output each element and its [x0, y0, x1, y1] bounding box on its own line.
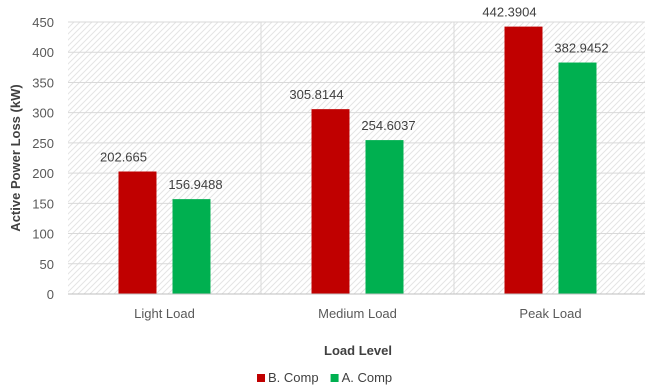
y-tick-label: 300 — [32, 106, 54, 121]
gridlines — [68, 21, 645, 294]
x-tick-label: Light Load — [134, 306, 195, 321]
y-tick-label: 150 — [32, 196, 54, 211]
data-label: 382.9452 — [554, 41, 608, 56]
bar — [172, 199, 211, 294]
y-tick-label: 350 — [32, 75, 54, 90]
x-tick-label: Peak Load — [519, 306, 581, 321]
y-tick-label: 200 — [32, 166, 54, 181]
data-label: 254.6037 — [361, 118, 415, 133]
legend-label: A. Comp — [342, 370, 393, 385]
bar — [504, 26, 543, 295]
y-tick-label: 400 — [32, 45, 54, 60]
data-label: 202.665 — [100, 150, 147, 165]
x-axis-title: Load Level — [324, 343, 392, 358]
legend-swatch — [257, 374, 265, 382]
y-tick-label: 250 — [32, 136, 54, 151]
data-label: 156.9488 — [168, 177, 222, 192]
legend-label: B. Comp — [268, 370, 319, 385]
y-tick-label: 450 — [32, 15, 54, 30]
bar — [365, 140, 404, 294]
data-labels: 202.665 156.9488 305.8144 254.6037 442.3904 3… — [100, 5, 609, 193]
legend: B. Comp A. Comp — [257, 370, 392, 385]
bars — [118, 26, 597, 295]
data-label: 305.8144 — [289, 87, 343, 102]
x-tick-label: Medium Load — [318, 306, 397, 321]
y-axis-title: Active Power Loss (kW) — [8, 84, 23, 231]
y-tick-label: 100 — [32, 227, 54, 242]
legend-swatch — [330, 374, 339, 382]
x-axis: Light Load Medium Load Peak Load — [134, 306, 581, 321]
y-tick-label: 50 — [40, 257, 54, 272]
bar — [118, 171, 157, 294]
y-axis: 0 50 100 150 200 250 300 350 400 450 — [32, 15, 54, 302]
plot-area — [68, 22, 645, 294]
bar — [311, 109, 350, 294]
y-tick-label: 0 — [47, 287, 54, 302]
data-label: 442.3904 — [482, 5, 536, 20]
bar — [558, 62, 597, 295]
